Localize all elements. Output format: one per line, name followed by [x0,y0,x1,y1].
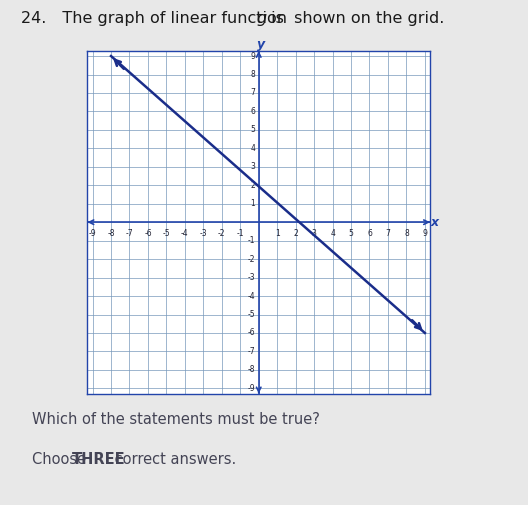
Text: -3: -3 [200,229,207,238]
Text: is  shown on the grid.: is shown on the grid. [266,11,444,26]
Text: -8: -8 [107,229,115,238]
Text: g: g [256,11,266,26]
Text: Which of the statements must be true?: Which of the statements must be true? [32,412,319,427]
Text: -5: -5 [248,310,255,319]
Text: -1: -1 [248,236,255,245]
Text: 5: 5 [250,125,255,134]
Text: 7: 7 [250,88,255,97]
Text: Choose: Choose [32,452,90,467]
Text: correct answers.: correct answers. [110,452,237,467]
Text: -4: -4 [181,229,188,238]
Text: y: y [258,38,266,51]
Text: 24. The graph of linear function: 24. The graph of linear function [21,11,292,26]
Text: -2: -2 [218,229,225,238]
Text: -6: -6 [248,328,255,337]
Text: -8: -8 [248,366,255,374]
Text: 6: 6 [367,229,372,238]
Text: 8: 8 [404,229,409,238]
Text: -3: -3 [248,273,255,282]
Text: 8: 8 [250,70,255,79]
Text: -7: -7 [248,347,255,356]
Text: 5: 5 [348,229,353,238]
Text: 3: 3 [312,229,317,238]
Text: -9: -9 [89,229,97,238]
Text: -9: -9 [248,384,255,393]
Text: 2: 2 [250,181,255,190]
Text: 4: 4 [330,229,335,238]
Text: -5: -5 [163,229,170,238]
Text: THREE: THREE [72,452,126,467]
Text: 1: 1 [275,229,279,238]
Text: 3: 3 [250,162,255,171]
Text: 2: 2 [293,229,298,238]
Text: 1: 1 [250,199,255,208]
Text: 9: 9 [250,52,255,61]
Text: -4: -4 [248,291,255,300]
Text: -7: -7 [126,229,133,238]
Text: 4: 4 [250,144,255,153]
Text: -2: -2 [248,255,255,264]
Text: 6: 6 [250,107,255,116]
Text: -6: -6 [144,229,152,238]
Text: x: x [431,216,439,229]
Text: 9: 9 [422,229,427,238]
Text: -1: -1 [237,229,244,238]
Text: 7: 7 [385,229,390,238]
